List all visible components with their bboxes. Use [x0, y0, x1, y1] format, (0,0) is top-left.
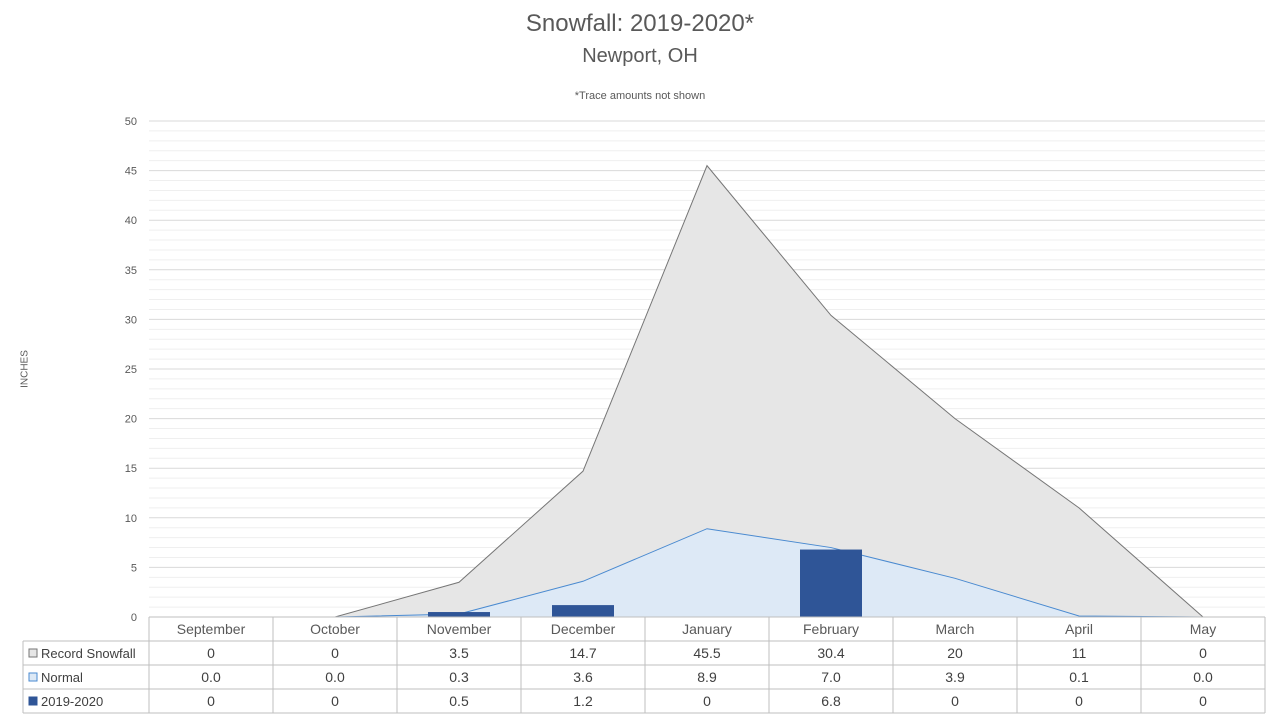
data-label-2019-2020-november: 0.5 [449, 693, 469, 709]
chart-subtitle: Newport, OH [582, 45, 698, 67]
area-record-snowfall [211, 165, 1203, 617]
x-tick-label-january: January [682, 621, 732, 637]
x-tick-label-november: November [427, 621, 492, 637]
chart-title: Snowfall: 2019-2020* [525, 10, 755, 37]
legend-swatch-record-snowfall [28, 648, 38, 658]
y-tick-label: 35 [125, 265, 137, 277]
data-label-normal-april: 0.1 [1069, 669, 1089, 685]
bar-2019-2020-february [800, 549, 862, 617]
legend-swatch-normal [28, 672, 38, 682]
data-label-record-snowfall-september: 0 [207, 645, 215, 661]
y-tick-label: 20 [125, 414, 137, 426]
data-label-normal-october: 0.0 [325, 669, 345, 685]
x-tick-label-april: April [1065, 621, 1093, 637]
chart-note: *Trace amounts not shown [574, 90, 706, 102]
x-tick-label-september: September [177, 621, 246, 637]
data-label-record-snowfall-may: 0 [1199, 645, 1207, 661]
x-tick-label-march: March [936, 621, 975, 637]
x-tick-label-december: December [551, 621, 616, 637]
data-label-record-snowfall-march: 20 [947, 645, 963, 661]
x-tick-label-may: May [1190, 621, 1216, 637]
data-label-2019-2020-may: 0 [1199, 693, 1207, 709]
y-tick-label: 45 [125, 166, 137, 178]
bar-2019-2020-december [552, 605, 614, 617]
data-label-record-snowfall-october: 0 [331, 645, 339, 661]
legend-label-2019-2020: 2019-2020 [41, 694, 103, 709]
y-tick-label: 40 [125, 215, 137, 227]
data-label-normal-november: 0.3 [449, 669, 469, 685]
data-label-record-snowfall-april: 11 [1072, 645, 1087, 661]
data-label-2019-2020-january: 0 [703, 693, 711, 709]
data-label-record-snowfall-february: 30.4 [817, 645, 844, 661]
y-tick-label: 25 [125, 364, 137, 376]
data-label-2019-2020-march: 0 [951, 693, 959, 709]
y-tick-label: 15 [125, 463, 137, 475]
data-label-2019-2020-december: 1.2 [573, 693, 593, 709]
data-label-normal-may: 0.0 [1193, 669, 1213, 685]
data-label-normal-february: 7.0 [821, 669, 841, 685]
data-label-2019-2020-april: 0 [1075, 693, 1083, 709]
x-tick-label-february: February [803, 621, 859, 637]
line-normal [211, 528, 1204, 618]
y-tick-label: 0 [131, 612, 137, 624]
y-tick-label: 10 [125, 513, 137, 525]
x-tick-label-october: October [310, 621, 360, 637]
data-label-normal-march: 3.9 [945, 669, 965, 685]
legend-swatch-2019-2020 [28, 696, 38, 706]
data-label-record-snowfall-december: 14.7 [569, 645, 596, 661]
y-tick-label: 5 [131, 562, 137, 574]
data-label-normal-september: 0.0 [201, 669, 221, 685]
line-record-snowfall [211, 164, 1204, 618]
legend-label-record-snowfall: Record Snowfall [41, 646, 136, 661]
data-label-normal-january: 8.9 [697, 669, 717, 685]
data-label-2019-2020-october: 0 [331, 693, 339, 709]
legend-label-normal: Normal [41, 670, 83, 685]
bar-2019-2020-november [428, 612, 490, 617]
y-tick-label: 50 [125, 116, 137, 128]
data-label-record-snowfall-january: 45.5 [693, 645, 720, 661]
data-label-2019-2020-september: 0 [207, 693, 215, 709]
y-tick-label: 30 [125, 314, 137, 326]
data-label-record-snowfall-november: 3.5 [449, 645, 469, 661]
data-label-normal-december: 3.6 [573, 669, 593, 685]
data-label-2019-2020-february: 6.8 [821, 693, 841, 709]
area-normal [211, 528, 1203, 617]
